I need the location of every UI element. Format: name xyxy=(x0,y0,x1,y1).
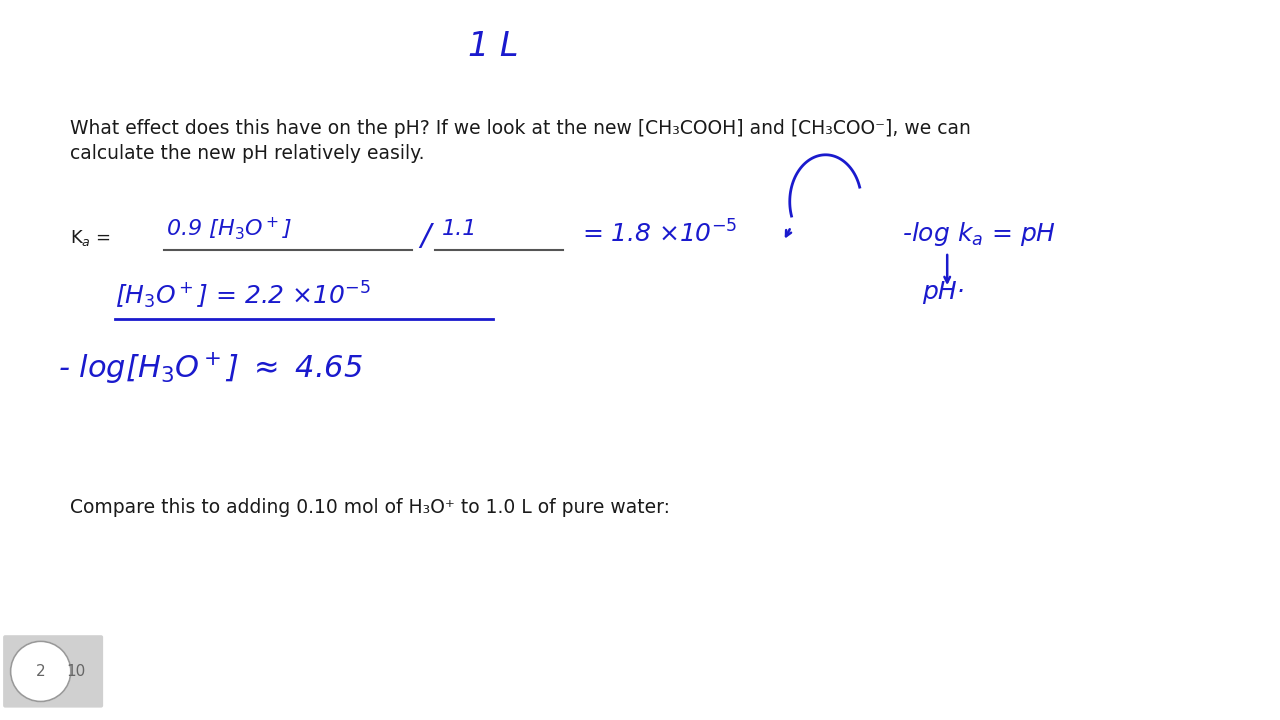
Text: = 1.8 $\times$10$^{-5}$: = 1.8 $\times$10$^{-5}$ xyxy=(582,220,737,248)
Text: -log k$_a$ = pH: -log k$_a$ = pH xyxy=(902,220,1056,248)
Text: Compare this to adding 0.10 mol of H₃O⁺ to 1.0 L of pure water:: Compare this to adding 0.10 mol of H₃O⁺ … xyxy=(70,498,671,517)
Text: /: / xyxy=(420,222,430,251)
Text: 0.9 [H$_3$O$^+$]: 0.9 [H$_3$O$^+$] xyxy=(166,215,292,243)
Text: 1.1: 1.1 xyxy=(442,219,477,239)
Text: pH·: pH· xyxy=(922,279,964,304)
Text: 1 L: 1 L xyxy=(467,30,518,63)
Text: K$_a$ =: K$_a$ = xyxy=(70,228,111,248)
Text: 2: 2 xyxy=(36,664,46,679)
Circle shape xyxy=(10,642,70,701)
Text: 10: 10 xyxy=(67,664,86,679)
Text: What effect does this have on the pH? If we look at the new [CH₃COOH] and [CH₃CO: What effect does this have on the pH? If… xyxy=(70,119,972,138)
Text: - log[H$_3$O$^+$] $\approx$ 4.65: - log[H$_3$O$^+$] $\approx$ 4.65 xyxy=(58,351,362,386)
FancyBboxPatch shape xyxy=(3,635,104,708)
Text: calculate the new pH relatively easily.: calculate the new pH relatively easily. xyxy=(70,144,425,163)
Text: [H$_3$O$^+$] = 2.2 $\times$10$^{-5}$: [H$_3$O$^+$] = 2.2 $\times$10$^{-5}$ xyxy=(115,279,371,311)
